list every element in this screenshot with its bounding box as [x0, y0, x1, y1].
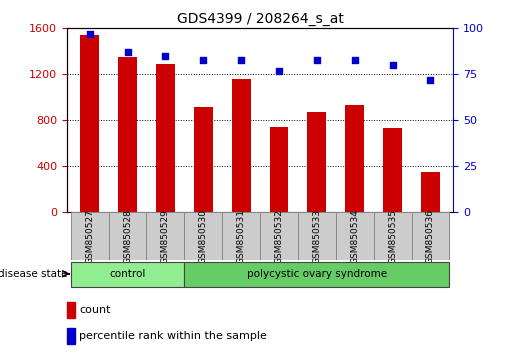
Bar	[156, 64, 175, 212]
FancyBboxPatch shape	[336, 212, 374, 260]
Bar	[307, 112, 327, 212]
Text: polycystic ovary syndrome: polycystic ovary syndrome	[247, 269, 387, 279]
FancyBboxPatch shape	[298, 212, 336, 260]
Text: GSM850527: GSM850527	[85, 209, 94, 264]
Point	[426, 77, 435, 83]
Title: GDS4399 / 208264_s_at: GDS4399 / 208264_s_at	[177, 12, 344, 26]
FancyBboxPatch shape	[109, 212, 146, 260]
Text: GSM850532: GSM850532	[274, 209, 284, 264]
FancyBboxPatch shape	[71, 262, 184, 287]
Bar	[80, 35, 99, 212]
Bar	[232, 79, 251, 212]
Bar	[345, 105, 364, 212]
Point	[388, 62, 397, 68]
Text: percentile rank within the sample: percentile rank within the sample	[79, 331, 267, 341]
Text: GSM850535: GSM850535	[388, 209, 397, 264]
Point	[85, 31, 94, 37]
Bar	[67, 328, 75, 344]
Text: count: count	[79, 305, 111, 315]
Point	[124, 50, 132, 55]
FancyBboxPatch shape	[184, 262, 450, 287]
Point	[237, 57, 245, 62]
Text: GSM850529: GSM850529	[161, 209, 170, 264]
Text: GSM850528: GSM850528	[123, 209, 132, 264]
Bar	[421, 172, 440, 212]
FancyBboxPatch shape	[411, 212, 450, 260]
Text: GSM850533: GSM850533	[313, 209, 321, 264]
Point	[275, 68, 283, 74]
Bar	[118, 57, 137, 212]
Bar	[383, 129, 402, 212]
FancyBboxPatch shape	[222, 212, 260, 260]
FancyBboxPatch shape	[71, 212, 109, 260]
Text: GSM850534: GSM850534	[350, 209, 359, 264]
Text: GSM850536: GSM850536	[426, 209, 435, 264]
Bar	[269, 127, 288, 212]
Bar	[67, 302, 75, 318]
Point	[313, 57, 321, 62]
Point	[161, 53, 169, 59]
Bar	[194, 107, 213, 212]
FancyBboxPatch shape	[184, 212, 222, 260]
Text: control: control	[109, 269, 146, 279]
Text: disease state: disease state	[0, 269, 67, 279]
FancyBboxPatch shape	[260, 212, 298, 260]
Point	[351, 57, 359, 62]
Point	[199, 57, 208, 62]
Text: GSM850530: GSM850530	[199, 209, 208, 264]
Text: GSM850531: GSM850531	[236, 209, 246, 264]
FancyBboxPatch shape	[146, 212, 184, 260]
FancyBboxPatch shape	[374, 212, 411, 260]
